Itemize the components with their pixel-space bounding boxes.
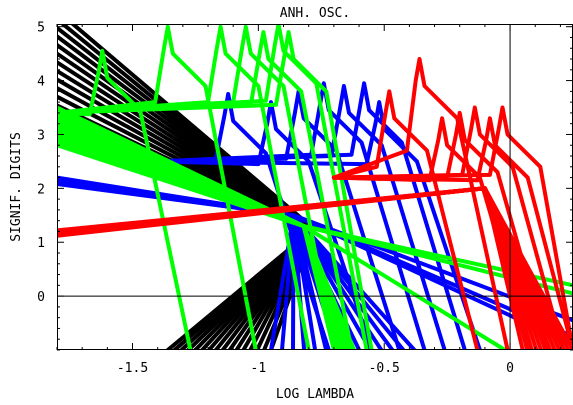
y-tick-label: 5 (37, 21, 45, 36)
y-tick-label: 1 (37, 236, 45, 251)
axis-ticks: -1.5 -1 -0.5 0 0 1 2 3 4 5 (37, 21, 573, 376)
y-tick-label: 3 (37, 128, 45, 143)
x-tick-label: 0 (506, 361, 514, 376)
blue-series-line (155, 81, 467, 350)
x-tick-label: -0.5 (369, 361, 400, 376)
red-series-line (331, 105, 573, 350)
y-axis-label: SIGNIF. DIGITS (9, 132, 24, 242)
x-tick-label: -1.5 (117, 361, 148, 376)
y-tick-label: 0 (37, 290, 45, 305)
reference-lines (57, 24, 573, 350)
y-tick-label: 4 (37, 75, 45, 90)
green-series-line (57, 30, 374, 350)
red-series-line (331, 89, 480, 350)
plot-lines (57, 24, 573, 350)
red-series-line (331, 116, 573, 350)
chart-title: ANH. OSC. (280, 6, 350, 21)
x-axis-label: LOG LAMBDA (276, 387, 354, 402)
y-tick-label: 2 (37, 182, 45, 197)
x-tick-label: -1 (251, 361, 267, 376)
green-series-line (57, 24, 258, 350)
